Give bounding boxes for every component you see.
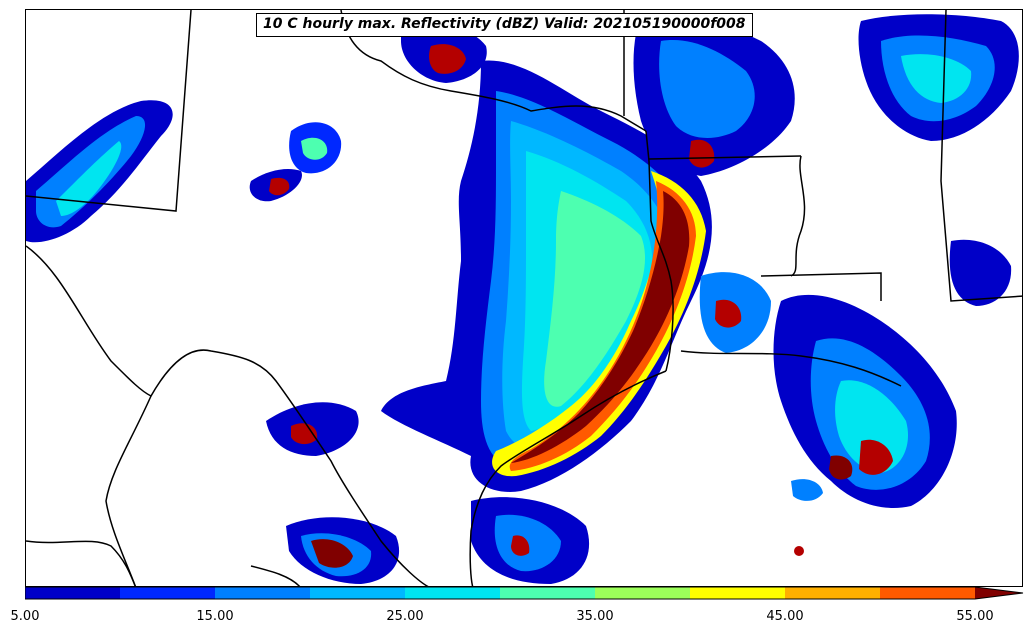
colorbar-swatch: [880, 587, 976, 599]
colorbar-swatch: [595, 587, 691, 599]
storm-cells-southeast: [699, 272, 957, 509]
colorbar-tick-label: 25.00: [386, 609, 424, 624]
colorbar-swatch: [215, 587, 311, 599]
colorbar-swatch: [310, 587, 406, 599]
colorbar-swatch: [120, 587, 216, 599]
colorbar-swatch: [690, 587, 786, 599]
map-panel: [25, 9, 1023, 587]
colorbar-tick-label: 45.00: [766, 609, 804, 624]
reflectivity-map: [26, 10, 1022, 586]
colorbar-swatch: [785, 587, 881, 599]
map-title: 10 C hourly max. Reflectivity (dBZ) Vali…: [256, 13, 753, 37]
colorbar-tick-label: 55.00: [956, 609, 994, 624]
colorbar-swatch: [405, 587, 501, 599]
colorbar: [25, 587, 1024, 600]
colorbar-swatch: [25, 587, 121, 599]
colorbar-outline: [25, 587, 1024, 600]
squall-line-main: [381, 60, 712, 492]
colorbar-extend-arrow: [975, 587, 1023, 599]
storm-cells-south: [266, 402, 823, 584]
colorbar-swatch: [500, 587, 596, 599]
storm-cells-northeast: [858, 14, 1019, 306]
colorbar-tick-label: 35.00: [576, 609, 614, 624]
storm-cluster-northwest: [26, 100, 342, 243]
colorbar-tick-label: 15.00: [196, 609, 234, 624]
colorbar-tick-label: 5.00: [10, 609, 40, 624]
